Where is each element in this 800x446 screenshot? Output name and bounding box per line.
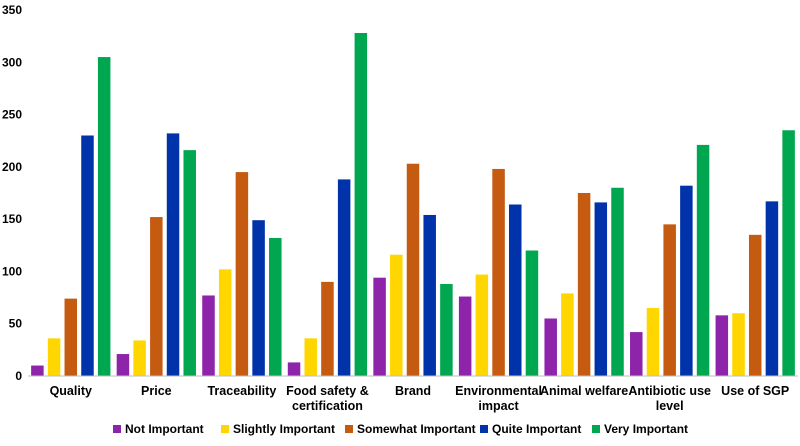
bar [561,293,574,376]
bar [183,150,196,376]
y-tick-label: 250 [2,108,22,122]
bar [594,202,608,376]
bar [97,57,111,377]
bar [680,185,693,376]
x-tick-label: Quality [50,384,92,398]
bar [133,340,146,376]
x-tick-label: impact [478,399,519,413]
bars [31,33,795,377]
bar [509,204,522,376]
x-tick-label: level [656,399,684,413]
bar [544,318,557,376]
bar [321,281,334,376]
legend-label: Slightly Important [233,422,335,436]
y-tick-label: 300 [2,55,22,69]
legend-swatch [592,425,600,433]
bar [31,365,44,376]
x-tick-label: Environmental [455,384,542,398]
y-tick-label: 350 [2,3,22,17]
bar [423,214,436,376]
x-tick-label: Animal welfare [540,384,628,398]
bar [492,168,505,376]
bar [458,296,472,376]
bar [696,144,710,376]
x-tick-label: certification [292,399,363,413]
legend-label: Not Important [125,422,204,436]
bar [47,338,61,376]
y-tick-label: 50 [9,317,23,331]
legend-swatch [221,425,229,433]
bar [304,338,317,376]
x-tick-label: Antibiotic use [628,384,711,398]
x-tick-label: Traceability [207,384,276,398]
x-tick-label: Price [141,384,172,398]
bar [577,193,591,376]
bar [765,201,779,376]
legend-swatch [113,425,121,433]
bar [354,33,368,376]
y-axis: 0 50 100 150 200 250 300 350 [2,3,22,383]
legend: Not Important Slightly Important Somewhat … [113,422,688,436]
bar [748,234,762,376]
x-tick-label: Brand [395,384,431,398]
bar [715,315,729,376]
bar [269,237,282,376]
bar [202,295,215,376]
bar [166,133,180,376]
bar [287,362,301,376]
legend-label: Very Important [604,422,688,436]
bar [732,313,745,376]
legend-swatch [345,425,353,433]
bar [235,172,249,376]
y-tick-label: 100 [2,264,22,278]
bar [64,298,78,376]
bar [81,135,94,376]
legend-label: Somewhat Important [357,422,476,436]
x-tick-label: Food safety & [286,384,369,398]
bar [630,332,643,376]
y-tick-label: 0 [15,369,22,383]
x-axis: Quality Price Traceability Food safety &cer… [50,384,790,413]
bar [373,277,386,376]
bar [406,163,420,376]
legend-swatch [480,425,488,433]
legend-label: Quite Important [492,422,581,436]
bar [150,217,163,376]
bar [611,187,624,376]
y-tick-label: 150 [2,212,22,226]
x-tick-label: Use of SGP [721,384,789,398]
bar [337,179,351,376]
bar [525,250,539,376]
bar [218,269,232,376]
bar [116,354,130,376]
bar [252,220,265,376]
bar [663,224,676,376]
bar [646,308,660,376]
bar [440,283,453,376]
y-tick-label: 200 [2,160,22,174]
bar [475,274,489,376]
bar [390,254,403,376]
bar [782,130,795,376]
